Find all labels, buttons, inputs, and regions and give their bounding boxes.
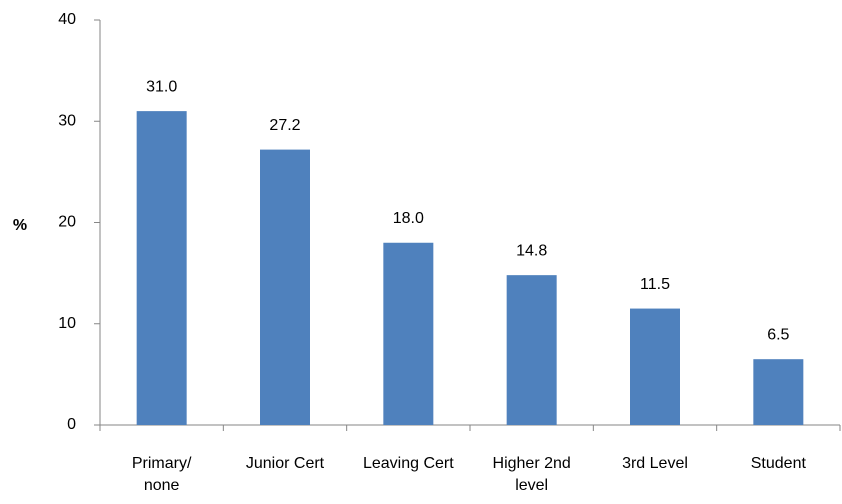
x-tick-label: Primary/ none bbox=[131, 455, 192, 494]
data-label: 18.0 bbox=[393, 210, 424, 227]
x-tick-label: Leaving Cert bbox=[362, 455, 454, 472]
bar bbox=[383, 242, 434, 425]
bar bbox=[506, 275, 557, 425]
bar bbox=[630, 308, 680, 425]
data-label: 31.0 bbox=[146, 78, 177, 95]
y-tick-label: 20 bbox=[58, 214, 76, 231]
bar bbox=[260, 149, 310, 425]
x-tick-label: 3rd Level bbox=[622, 455, 688, 472]
y-tick-label: 40 bbox=[58, 11, 76, 28]
y-tick-label: 0 bbox=[67, 416, 76, 433]
bar bbox=[753, 359, 804, 425]
data-label: 11.5 bbox=[640, 276, 670, 293]
x-tick-label: Student bbox=[750, 455, 806, 472]
x-tick-label: Junior Cert bbox=[245, 455, 325, 472]
y-tick-label: 10 bbox=[58, 315, 76, 332]
x-tick-label: Higher 2nd level bbox=[492, 455, 571, 494]
bar bbox=[136, 111, 187, 425]
y-axis-label: % bbox=[13, 217, 27, 234]
y-tick-label: 30 bbox=[58, 112, 76, 129]
data-label: 6.5 bbox=[767, 326, 789, 343]
data-label: 14.8 bbox=[516, 242, 547, 259]
data-label: 27.2 bbox=[269, 117, 300, 134]
